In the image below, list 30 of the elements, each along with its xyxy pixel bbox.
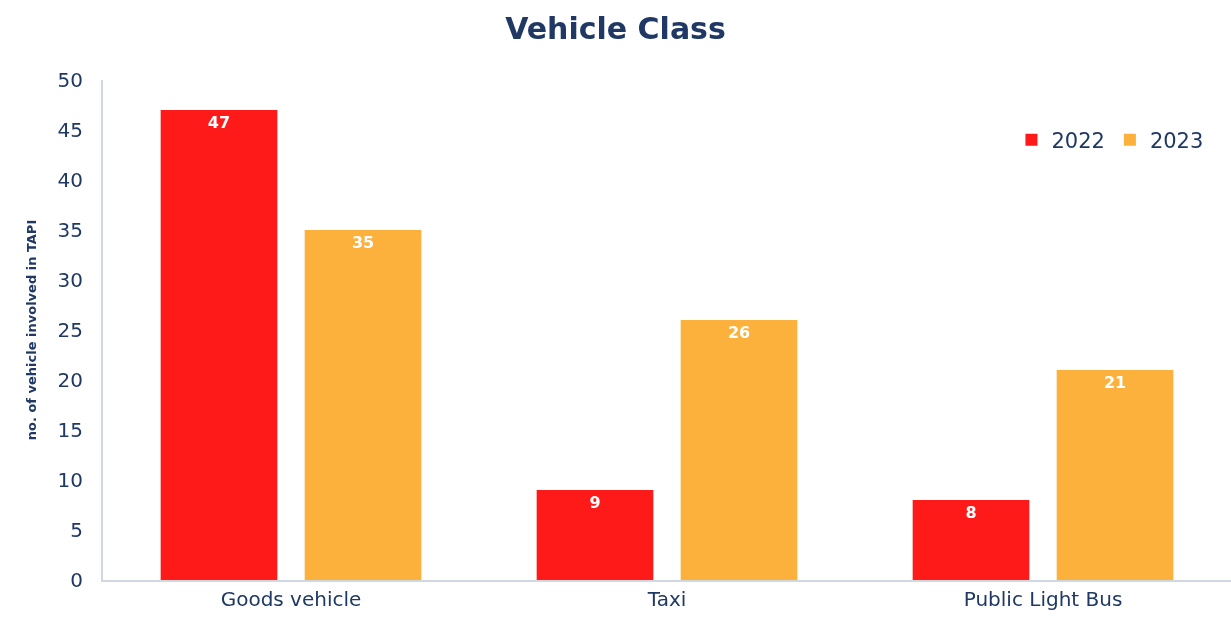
bar [1056, 370, 1174, 580]
y-tick-label: 10 [57, 468, 83, 492]
y-tick-label: 35 [57, 218, 83, 242]
y-tick-label: 15 [57, 418, 83, 442]
x-tick-label: Taxi [646, 587, 687, 611]
y-tick-label: 45 [57, 118, 83, 142]
data-label: 47 [207, 113, 231, 132]
chart-title: Vehicle Class [505, 10, 726, 46]
legend-label: 2022 [1051, 128, 1105, 153]
data-label: 8 [965, 503, 977, 522]
x-tick-label: Goods vehicle [220, 587, 362, 611]
bar [160, 110, 278, 580]
y-tick-label: 30 [57, 268, 83, 292]
x-tick-label: Public Light Bus [963, 587, 1123, 611]
y-tick-label: 20 [57, 368, 83, 392]
legend-label: 2023 [1149, 128, 1204, 153]
y-tick-label: 0 [70, 568, 83, 592]
data-label: 21 [1103, 373, 1127, 392]
bar [536, 490, 654, 580]
y-tick-label: 40 [57, 168, 83, 192]
data-label: 9 [589, 493, 601, 512]
bar [912, 500, 1030, 580]
bar [680, 320, 798, 580]
data-label: 35 [351, 233, 375, 252]
y-axis-title: no. of vehicle involved in TAPI [24, 219, 39, 441]
y-tick-label: 50 [57, 68, 83, 92]
bar [304, 230, 422, 580]
y-tick-label: 25 [57, 318, 83, 342]
y-tick-label: 5 [70, 518, 83, 542]
data-label: 26 [727, 323, 751, 342]
